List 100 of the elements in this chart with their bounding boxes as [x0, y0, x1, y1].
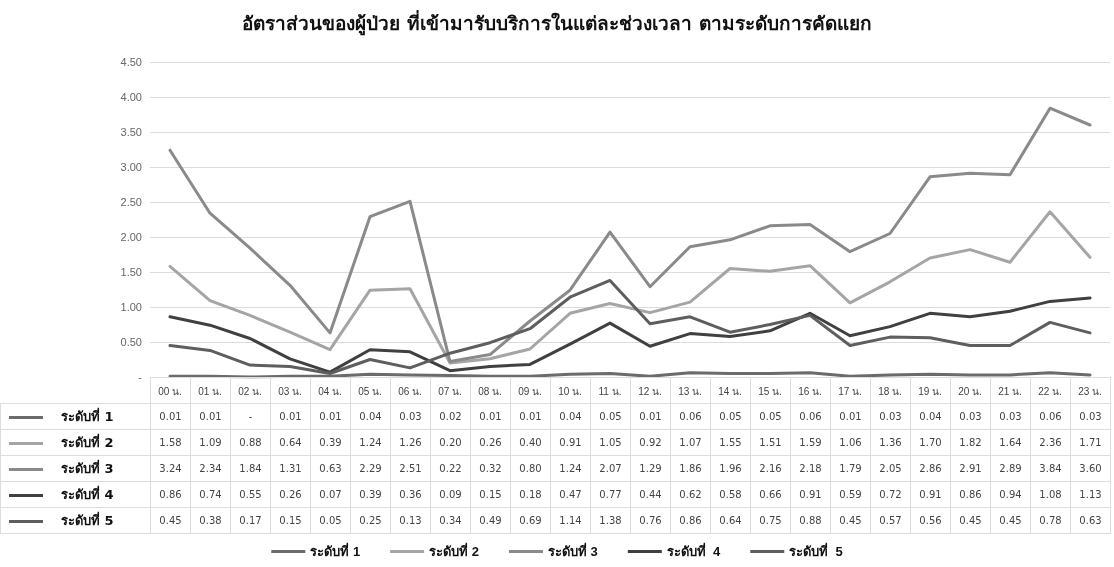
legend-label: ระดับที่ 5	[0, 507, 151, 534]
data-label: 0.40	[510, 429, 551, 456]
data-label: 0.20	[430, 429, 471, 456]
data-label: 0.17	[230, 507, 271, 534]
data-label: 0.91	[910, 481, 951, 508]
data-label: 0.01	[510, 403, 551, 430]
data-label: 0.13	[390, 507, 431, 534]
data-label: 2.29	[350, 455, 391, 482]
data-label: 0.86	[670, 507, 711, 534]
text: ระดับที่ 2	[429, 544, 479, 559]
x-tick-label: 05 น.	[358, 385, 382, 397]
legend-label: ระดับที่ 4	[0, 481, 151, 508]
data-label: 0.01	[630, 403, 671, 430]
data-label: 1.26	[390, 429, 431, 456]
data-label: 0.26	[470, 429, 511, 456]
data-label: 2.86	[910, 455, 951, 482]
data-label: 1.70	[910, 429, 951, 456]
x-tick-label: 15 น.	[758, 385, 782, 397]
x-tick-label: 14 น.	[718, 385, 742, 397]
data-label: 0.45	[150, 507, 191, 534]
data-label: 0.91	[550, 429, 591, 456]
data-label: 0.06	[670, 403, 711, 430]
y-tick-label: 2.00	[120, 231, 142, 243]
data-label: 1.79	[830, 455, 871, 482]
data-label: 0.39	[310, 429, 351, 456]
x-tick-label: 07 น.	[438, 385, 462, 397]
data-label: 0.80	[510, 455, 551, 482]
data-label: 0.62	[670, 481, 711, 508]
data-label: 1.07	[670, 429, 711, 456]
data-label: 1.36	[870, 429, 911, 456]
data-label: 1.24	[350, 429, 391, 456]
data-label: 0.01	[830, 403, 871, 430]
x-tick-label: 09 น.	[518, 385, 542, 397]
data-label: 1.05	[590, 429, 631, 456]
data-label: 2.34	[190, 455, 231, 482]
data-label: 0.03	[390, 403, 431, 430]
data-label: 0.49	[470, 507, 511, 534]
data-label: 0.77	[590, 481, 631, 508]
data-label: 0.32	[470, 455, 511, 482]
text: ระดับที่ 3	[547, 544, 598, 559]
data-label: 1.29	[630, 455, 671, 482]
data-label: 0.39	[350, 481, 391, 508]
data-label: 1.06	[830, 429, 871, 456]
data-label: 0.66	[750, 481, 791, 508]
data-label: 1.51	[750, 429, 791, 456]
data-label: 0.44	[630, 481, 671, 508]
y-tick-label: 0.50	[120, 336, 142, 348]
data-label: 0.03	[950, 403, 991, 430]
data-label: 1.64	[990, 429, 1031, 456]
x-tick-label: 13 น.	[678, 385, 702, 397]
y-tick-label: 1.50	[120, 266, 142, 278]
legend-label: ระดับที่ 2	[0, 429, 151, 456]
data-label: 0.45	[950, 507, 991, 534]
data-label: 2.18	[790, 455, 831, 482]
data-label: 0.63	[310, 455, 351, 482]
data-label: 0.06	[790, 403, 831, 430]
line-series	[168, 210, 1092, 365]
data-label: 0.06	[1030, 403, 1071, 430]
x-tick-label: 17 น.	[838, 385, 862, 397]
x-tick-label: 08 น.	[478, 385, 502, 397]
data-label: 1.08	[1030, 481, 1071, 508]
data-label: 0.63	[1070, 507, 1111, 534]
data-label: 0.07	[310, 481, 351, 508]
legend-label: ระดับที่ 3	[0, 455, 151, 482]
x-tick-label: 23 น.	[1078, 385, 1102, 397]
data-label: 2.91	[950, 455, 991, 482]
data-label: 0.01	[470, 403, 511, 430]
data-label: 0.55	[230, 481, 271, 508]
data-label: 0.04	[350, 403, 391, 430]
y-tick-label: 4.50	[120, 56, 142, 68]
line-series	[168, 296, 1092, 374]
data-label: 0.26	[270, 481, 311, 508]
data-label: 0.05	[750, 403, 791, 430]
x-tick-label: 04 น.	[318, 385, 342, 397]
data-label: 1.38	[590, 507, 631, 534]
data-label: 0.04	[910, 403, 951, 430]
data-label: 1.24	[550, 455, 591, 482]
x-tick-label: 06 น.	[398, 385, 422, 397]
data-label: 3.24	[150, 455, 191, 482]
data-label: 0.78	[1030, 507, 1071, 534]
y-tick-label: 2.50	[120, 196, 142, 208]
x-tick-label: 16 น.	[798, 385, 822, 397]
data-label: 0.02	[430, 403, 471, 430]
x-tick-label: 19 น.	[918, 385, 942, 397]
text: ระดับที่ 4	[666, 544, 721, 559]
data-label: 0.57	[870, 507, 911, 534]
x-tick-label: 00 น.	[158, 385, 182, 397]
data-label: 1.71	[1070, 429, 1111, 456]
x-tick-label: 11 น.	[598, 385, 622, 397]
data-label: 1.31	[270, 455, 311, 482]
data-label: 0.45	[990, 507, 1031, 534]
data-label: 0.25	[350, 507, 391, 534]
data-label: 1.14	[550, 507, 591, 534]
data-label: 0.75	[750, 507, 791, 534]
data-label: 1.86	[670, 455, 711, 482]
data-label: 0.86	[150, 481, 191, 508]
data-label: 0.88	[790, 507, 831, 534]
data-label: 2.05	[870, 455, 911, 482]
data-label: 0.09	[430, 481, 471, 508]
data-label: 0.04	[550, 403, 591, 430]
